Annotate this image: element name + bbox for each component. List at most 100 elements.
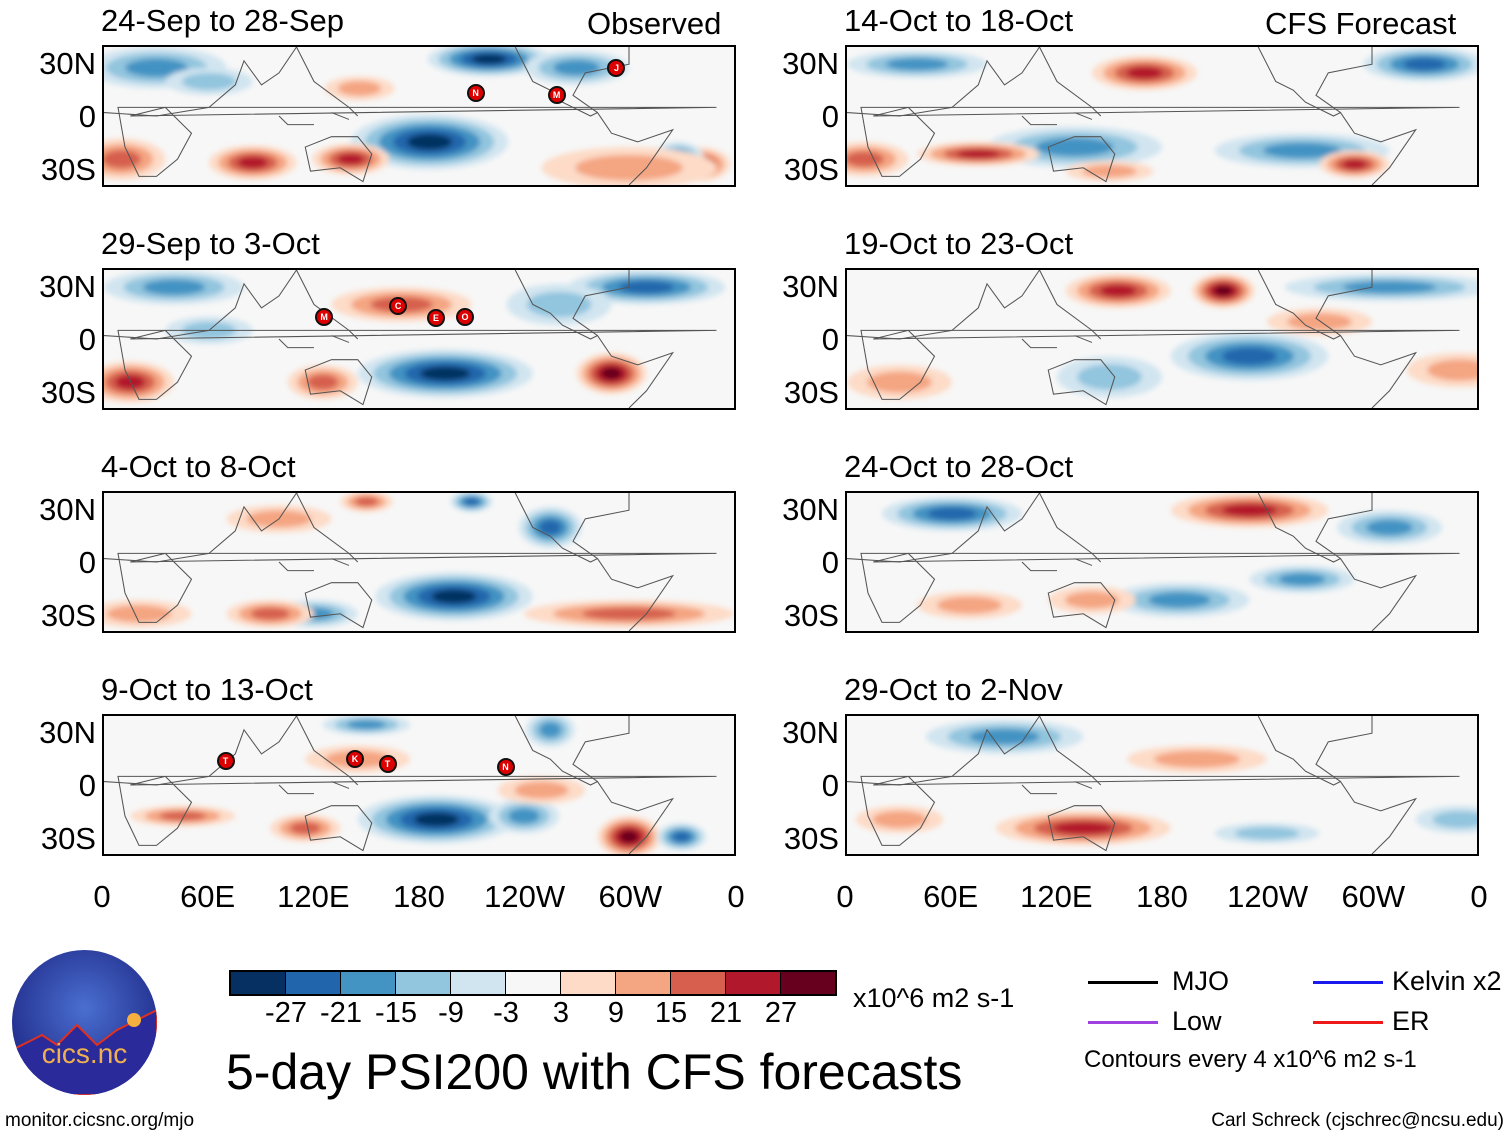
anomaly-field [104, 270, 726, 408]
lat-label: 0 [821, 99, 839, 134]
lon-label: 180 [393, 879, 445, 914]
anomaly-contour [969, 729, 1040, 745]
panel-title: 24-Oct to 28-Oct [844, 449, 1074, 484]
anomaly-contour [1432, 811, 1477, 828]
anomaly-contour [431, 589, 477, 604]
anomaly-field [104, 47, 731, 185]
lon-label: 0 [727, 879, 745, 914]
lat-label: 30S [783, 375, 839, 410]
anomaly-contour [1099, 284, 1137, 297]
anomaly-contour [1403, 58, 1446, 71]
lat-label: 30S [783, 821, 839, 856]
coastlines [847, 270, 1460, 408]
legend-kelvin: Kelvin x2 [1392, 966, 1502, 996]
anomaly-contour [1222, 504, 1277, 517]
anomaly-contour [539, 722, 562, 738]
anomaly-contour [1427, 359, 1477, 381]
tropical-cyclone-marker: T [216, 752, 235, 771]
anomaly-contour [927, 507, 977, 520]
anomaly-contour [1234, 826, 1300, 840]
anomaly-contour [1366, 519, 1413, 536]
anomaly-field [847, 716, 1477, 854]
colorbar-tick: -9 [438, 997, 464, 1029]
tropical-cyclone-marker: M [547, 85, 566, 104]
cics-logo: cics.nc [12, 950, 157, 1095]
kelvin-line [1313, 981, 1383, 984]
tropical-cyclone-marker: N [466, 84, 485, 103]
er-line [1313, 1021, 1383, 1024]
forecast-label: CFS Forecast [1265, 6, 1457, 41]
lat-label: 0 [78, 545, 96, 580]
colorbar-tick: -15 [375, 997, 417, 1029]
tropical-cyclone-marker: T [378, 754, 397, 773]
colorbar-swatch [781, 972, 835, 994]
lon-label: 60W [598, 879, 663, 914]
lat-label: 30S [40, 598, 96, 633]
colorbar-tick: 21 [709, 997, 743, 1029]
anomaly-contour [237, 156, 268, 169]
anomaly-contour [142, 279, 206, 295]
anomaly-contour [601, 367, 622, 380]
panel-title: 29-Oct to 2-Nov [844, 672, 1063, 707]
anomaly-contour [289, 821, 321, 835]
panel-title: 9-Oct to 13-Oct [101, 672, 313, 707]
colorbar [229, 970, 837, 996]
anomaly-field [847, 270, 1477, 408]
colorbar-swatch [286, 972, 341, 994]
lat-label: 30N [39, 269, 96, 304]
anomaly-contour [414, 812, 459, 827]
anomaly-contour [582, 607, 676, 620]
coastlines [104, 47, 717, 185]
anomaly-contour [1287, 313, 1352, 331]
anomaly-contour [1153, 750, 1241, 768]
colorbar-tick: -3 [493, 997, 519, 1029]
colorbar-tick: 9 [607, 997, 625, 1029]
anomaly-contour [1148, 592, 1211, 608]
anomaly-contour [508, 808, 540, 824]
colorbar-swatch [726, 972, 781, 994]
anomaly-contour [872, 811, 927, 828]
footer-url[interactable]: monitor.cicsnc.org/mjo [5, 1110, 195, 1131]
tropical-cyclone-marker: E [426, 309, 445, 328]
lat-label: 30N [782, 715, 839, 750]
anomaly-contour [1126, 66, 1163, 79]
anomaly-contour [1222, 347, 1277, 365]
anomaly-contour [347, 720, 386, 730]
tropical-cyclone-marker: N [496, 758, 515, 777]
colorbar-swatch [671, 972, 726, 994]
anomaly-contour [672, 831, 691, 842]
anomaly-contour [407, 133, 452, 150]
anomaly-contour [867, 371, 932, 393]
lon-label: 180 [1136, 879, 1188, 914]
lon-label: 60W [1341, 879, 1406, 914]
lon-label: 120E [1020, 879, 1093, 914]
anomaly-contour [464, 498, 479, 506]
coastlines [847, 47, 1460, 185]
colorbar-tick: 3 [552, 997, 570, 1029]
contour-note: Contours every 4 x10^6 m2 s-1 [1084, 1046, 1417, 1073]
lat-label: 0 [821, 545, 839, 580]
anomaly-field [104, 716, 717, 854]
lon-label: 60E [180, 879, 236, 914]
panel-title: 19-Oct to 23-Oct [844, 226, 1074, 261]
footer-credit: Carl Schreck (cjschrec@ncsu.edu) [1211, 1110, 1504, 1131]
low-line [1088, 1021, 1158, 1024]
anomaly-contour [337, 80, 382, 96]
anomaly-contour [1263, 142, 1341, 159]
anomaly-contour [125, 58, 188, 77]
anomaly-contour [1342, 281, 1437, 294]
legend-er: ER [1392, 1006, 1430, 1036]
tropical-cyclone-marker: J [607, 59, 626, 78]
anomaly-field [847, 47, 1477, 185]
anomaly-contour [106, 605, 172, 623]
anomaly-contour [104, 149, 141, 169]
lat-label: 30S [783, 152, 839, 187]
anomaly-contour [847, 151, 884, 167]
mjo-line [1088, 981, 1158, 984]
lat-label: 30S [783, 598, 839, 633]
coastlines [104, 716, 717, 854]
forecast-map-panel [845, 268, 1479, 410]
